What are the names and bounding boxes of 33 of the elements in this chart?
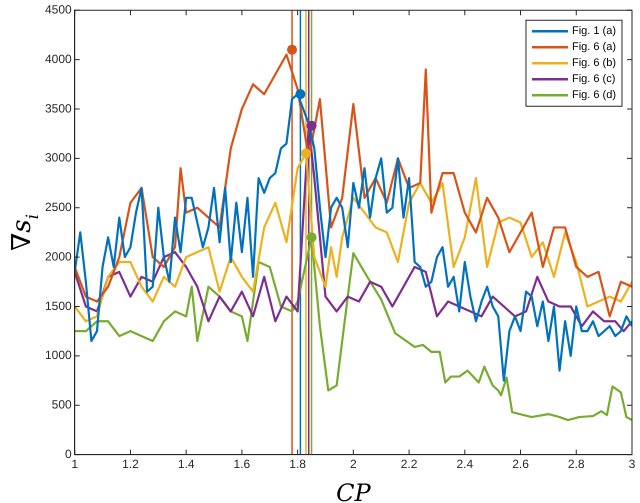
x-tick-label: 2.6 bbox=[512, 457, 530, 472]
point bbox=[287, 44, 298, 55]
legend-label: Fig. 6 (d) bbox=[572, 89, 616, 102]
x-tick-label: 1.6 bbox=[234, 457, 251, 472]
y-tick-label: 1000 bbox=[44, 348, 72, 362]
x-tick-label: 2 bbox=[350, 457, 358, 472]
point bbox=[300, 148, 311, 158]
y-tick-label: 3500 bbox=[44, 101, 72, 116]
y-axis-title: ∇si bbox=[7, 214, 42, 251]
y-tick-label: 500 bbox=[52, 398, 72, 412]
y-tick-label: 4000 bbox=[44, 52, 72, 66]
y-tick-label: 2000 bbox=[44, 249, 72, 264]
x-tick-label: 3 bbox=[628, 457, 636, 472]
point bbox=[306, 232, 317, 242]
x-tick-label: 2.4 bbox=[456, 457, 474, 472]
x-tick-label: 2.2 bbox=[400, 457, 418, 472]
y-tick-label: 1500 bbox=[44, 298, 72, 313]
y-tick-label: 3000 bbox=[44, 150, 72, 165]
legend-label: Fig. 1 (a) bbox=[572, 25, 616, 38]
x-tick-label: 1.2 bbox=[122, 457, 140, 472]
x-tick-label: 1.4 bbox=[178, 457, 195, 472]
y-tick-label: 4500 bbox=[44, 2, 72, 17]
legend-label: Fig. 6 (a) bbox=[572, 41, 616, 54]
legend-label: Fig. 6 (c) bbox=[572, 73, 616, 86]
x-tick-label: 2.8 bbox=[568, 457, 585, 472]
y-tick-label: 2500 bbox=[44, 200, 72, 214]
point bbox=[295, 89, 306, 100]
point bbox=[306, 120, 317, 131]
x-axis-title: CP bbox=[336, 479, 372, 503]
x-tick-label: 1 bbox=[71, 457, 78, 472]
y-tick-label: 0 bbox=[65, 446, 72, 461]
legend-label: Fig. 6 (b) bbox=[572, 57, 616, 70]
x-tick-label: 1.8 bbox=[289, 457, 306, 472]
